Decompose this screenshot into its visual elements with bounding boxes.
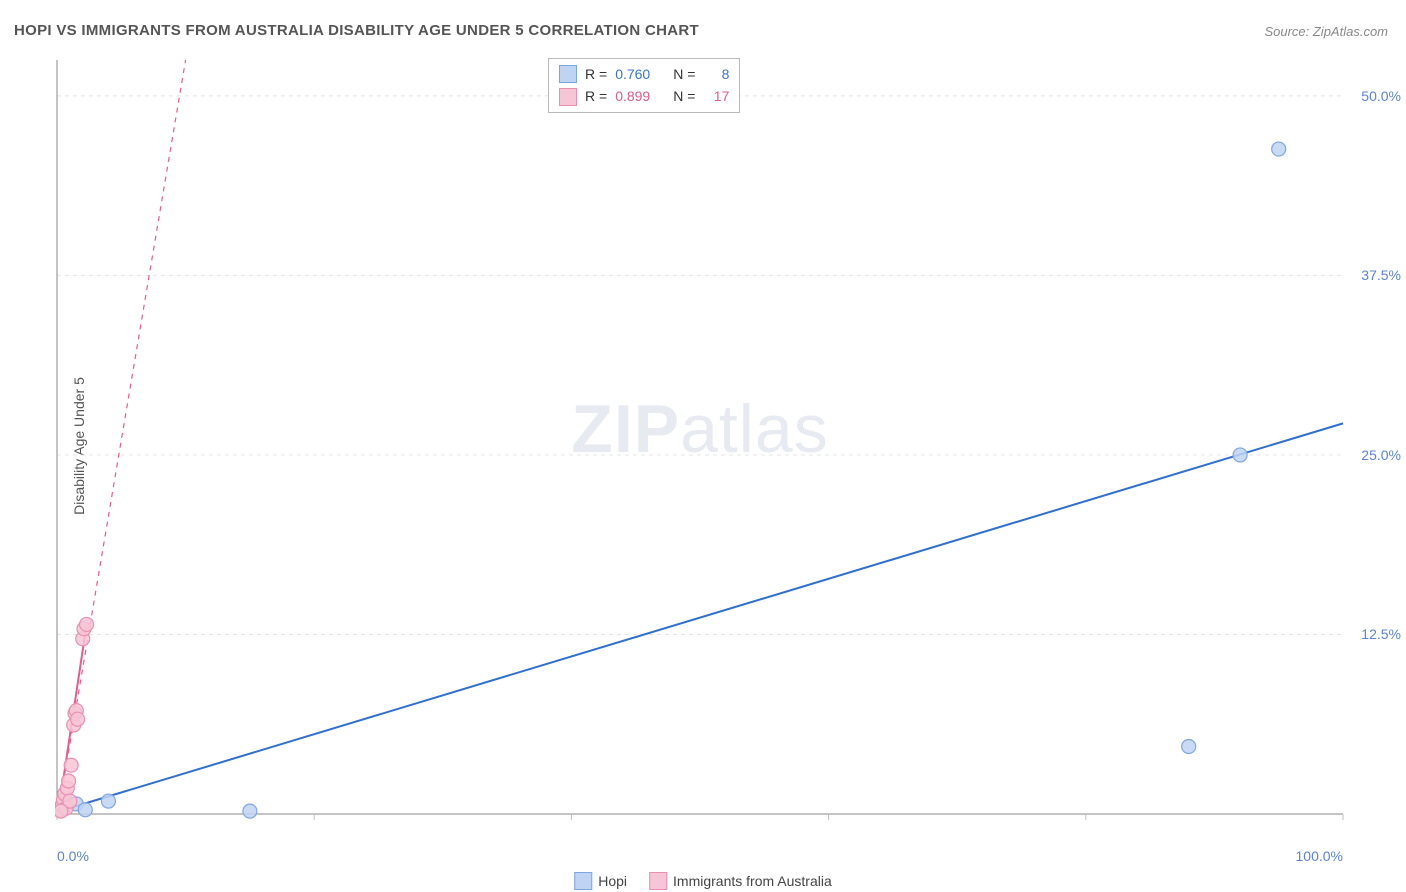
legend-swatch-series-0 xyxy=(559,65,577,83)
x-tick-label: 100.0% xyxy=(1296,848,1343,864)
y-tick-label: 12.5% xyxy=(1361,626,1401,642)
y-tick-label: 25.0% xyxy=(1361,447,1401,463)
chart-svg xyxy=(55,50,1345,840)
legend-bottom-label-1: Immigrants from Australia xyxy=(673,873,832,889)
legend-bottom-label-0: Hopi xyxy=(598,873,627,889)
legend-n-label: N = xyxy=(673,85,695,107)
legend-r-value-0: 0.760 xyxy=(615,63,665,85)
legend-bottom-item-0: Hopi xyxy=(574,872,627,890)
legend-swatch-series-1 xyxy=(559,88,577,106)
legend-row-series-1: R = 0.899 N = 17 xyxy=(559,85,729,107)
legend-n-label: N = xyxy=(673,63,695,85)
legend-bottom-item-1: Immigrants from Australia xyxy=(649,872,832,890)
legend-row-series-0: R = 0.760 N = 8 xyxy=(559,63,729,85)
legend-r-label: R = xyxy=(585,85,607,107)
y-tick-label: 50.0% xyxy=(1361,88,1401,104)
correlation-legend: R = 0.760 N = 8 R = 0.899 N = 17 xyxy=(548,58,740,113)
legend-bottom-swatch-0 xyxy=(574,872,592,890)
x-tick-label: 0.0% xyxy=(57,848,89,864)
chart-title: HOPI VS IMMIGRANTS FROM AUSTRALIA DISABI… xyxy=(14,22,699,39)
legend-r-value-1: 0.899 xyxy=(615,85,665,107)
legend-r-label: R = xyxy=(585,63,607,85)
legend-n-value-1: 17 xyxy=(703,85,729,107)
y-tick-label: 37.5% xyxy=(1361,267,1401,283)
legend-n-value-0: 8 xyxy=(703,63,729,85)
source-attribution: Source: ZipAtlas.com xyxy=(1264,24,1388,39)
chart-plot-area: ZIPatlas 12.5%25.0%37.5%50.0% 0.0%100.0% xyxy=(55,50,1345,840)
series-legend: Hopi Immigrants from Australia xyxy=(574,872,832,890)
legend-bottom-swatch-1 xyxy=(649,872,667,890)
